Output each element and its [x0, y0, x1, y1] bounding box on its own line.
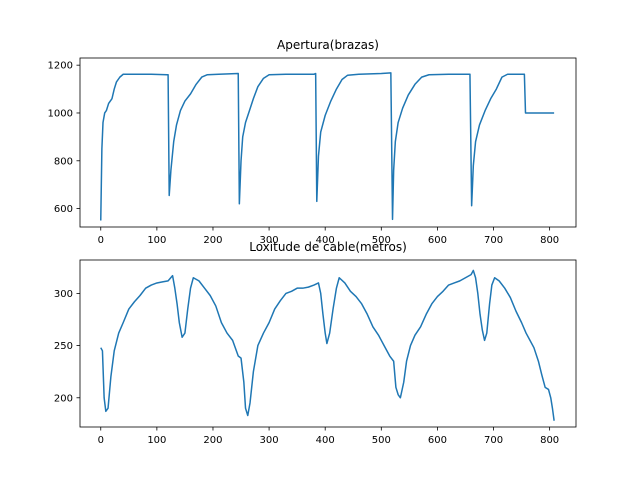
- y-tick-label: 250: [54, 341, 73, 352]
- x-tick-label: 300: [260, 235, 279, 246]
- x-tick-label: 500: [372, 235, 391, 246]
- x-tick-label: 0: [98, 235, 104, 246]
- chart-panel-2: 0 100 200 300 400 500 600 700 800 200 250 300 Loxitu…: [54, 240, 577, 446]
- x-tick-label: 100: [147, 235, 166, 246]
- x-tick-label: 700: [484, 435, 503, 446]
- chart-title: Loxitude de cable(metros): [249, 240, 407, 254]
- y-tick-label: 800: [54, 156, 73, 167]
- x-tick-label: 0: [98, 435, 104, 446]
- x-tick-label: 400: [316, 435, 335, 446]
- axes-frame: [79, 57, 577, 228]
- x-tick-label: 200: [203, 435, 222, 446]
- y-tick-label: 200: [54, 393, 73, 404]
- axes-frame: [79, 259, 577, 428]
- series-line-1: [100, 269, 555, 421]
- chart-title: Apertura(brazas): [277, 38, 379, 52]
- x-tick-label: 300: [260, 435, 279, 446]
- y-tick-label: 300: [54, 289, 73, 300]
- y-tick-label: 1000: [48, 108, 73, 119]
- x-tick-label: 800: [540, 435, 559, 446]
- x-tick-label: 600: [428, 235, 447, 246]
- x-tick-label: 600: [428, 435, 447, 446]
- x-tick-label: 400: [316, 235, 335, 246]
- y-tick-label: 1200: [48, 61, 73, 72]
- x-tick-label: 700: [484, 235, 503, 246]
- x-tick-label: 100: [147, 435, 166, 446]
- x-tick-label: 200: [203, 235, 222, 246]
- chart-panel-1: 0 100 200 300 400 500 600 700 800 600 800 1000 1200 A…: [48, 38, 577, 246]
- x-tick-label: 800: [540, 235, 559, 246]
- x-tick-label: 500: [372, 435, 391, 446]
- y-tick-label: 600: [54, 204, 73, 215]
- series-line-1: [100, 72, 555, 221]
